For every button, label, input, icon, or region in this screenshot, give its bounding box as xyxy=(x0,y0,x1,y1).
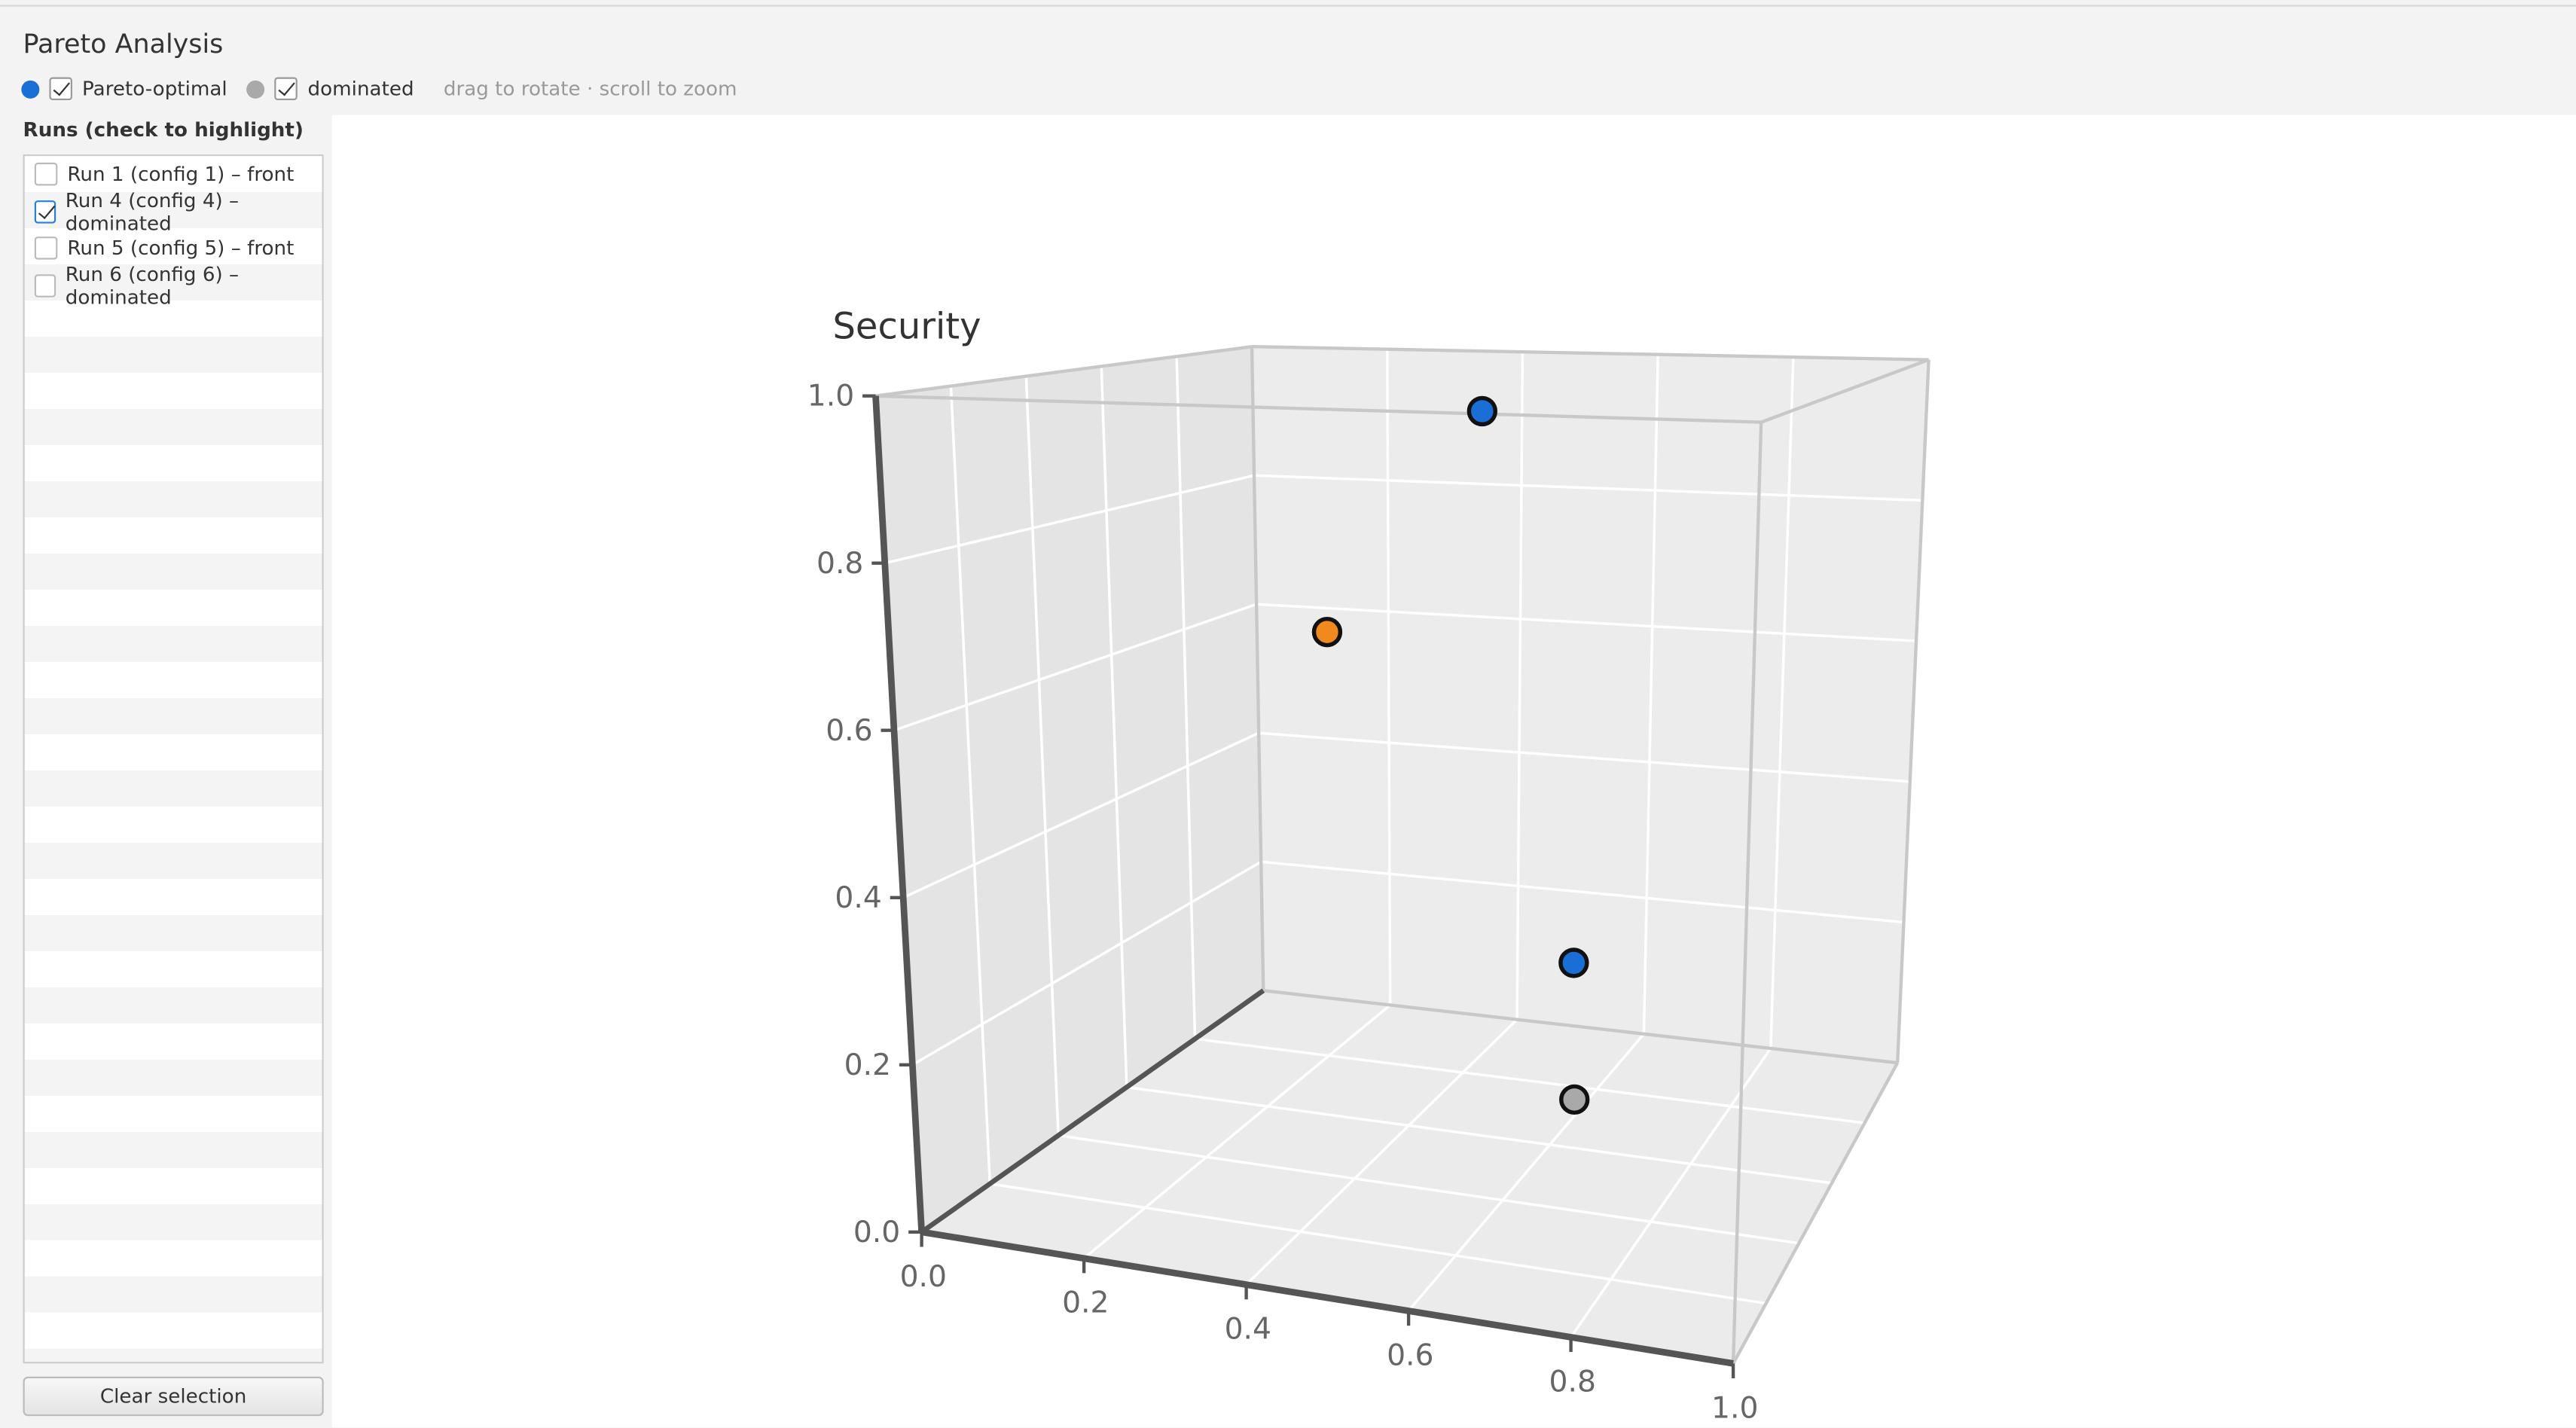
grid-line xyxy=(1570,1047,1772,1338)
grid-line xyxy=(1024,376,1060,1136)
run-label: Run 6 (config 6) – dominated xyxy=(65,262,240,309)
run-label: Run 1 (config 1) – front xyxy=(67,163,295,187)
z-tick-label: 0.2 xyxy=(844,1048,891,1082)
grid-line xyxy=(1642,354,1659,1034)
grid-line xyxy=(1385,349,1392,1005)
z-tick-label: 0.8 xyxy=(816,547,863,581)
depth-tick xyxy=(1045,1134,1060,1146)
hint: drag to rotate · scroll to zoom xyxy=(443,77,737,101)
z-tick-label: 0.0 xyxy=(853,1216,900,1250)
z-tick-label: 0.6 xyxy=(826,714,872,748)
legend-checkbox[interactable] xyxy=(274,77,298,101)
z-axis-title: Security xyxy=(832,305,981,347)
runs-title: Runs (check to highlight) xyxy=(23,118,304,142)
cube-edge xyxy=(1263,989,1898,1065)
run-item[interactable]: Run 4 (config 4) – dominated xyxy=(25,188,322,234)
x-tick-label: 0.2 xyxy=(1062,1286,1109,1320)
grid-line xyxy=(1100,366,1128,1088)
run-label: Run 5 (config 5) – front xyxy=(67,236,295,261)
grid-line xyxy=(949,386,992,1184)
legend-checkbox[interactable] xyxy=(49,77,72,101)
legend-label: Pareto-optimal xyxy=(82,77,227,101)
left-pane xyxy=(875,346,1264,1232)
grid-line xyxy=(1254,474,1923,502)
cube-edge xyxy=(1760,358,1930,424)
data-point xyxy=(1559,1084,1590,1115)
run-checkbox[interactable] xyxy=(34,236,58,261)
grid-line xyxy=(990,1182,1766,1305)
grid-line xyxy=(911,860,1262,1066)
clear-button[interactable]: Clear selection xyxy=(23,1376,324,1417)
z-tick-label: 0.4 xyxy=(835,881,881,915)
grid-line xyxy=(1261,860,1904,924)
legend-dot xyxy=(21,79,40,98)
grid-line xyxy=(884,474,1255,565)
cube-edge xyxy=(875,394,1762,424)
top-border xyxy=(0,5,2576,7)
run-item[interactable]: Run 1 (config 1) – front xyxy=(25,156,322,193)
run-checkbox[interactable] xyxy=(34,163,58,187)
run-item[interactable]: Run 5 (config 5) – front xyxy=(25,230,322,267)
page-title: Pareto Analysis xyxy=(23,28,224,60)
data-point xyxy=(1467,395,1497,427)
grid-line xyxy=(1082,1004,1391,1260)
run-item[interactable]: Run 6 (config 6) – dominated xyxy=(25,262,322,309)
grid-line xyxy=(1259,731,1910,783)
grid-line xyxy=(1175,356,1197,1039)
x-tick-label: 0.4 xyxy=(1225,1313,1271,1347)
depth-tick xyxy=(977,1182,991,1194)
x-tick-label: 0.0 xyxy=(900,1260,947,1294)
legend-dot xyxy=(246,79,265,98)
x-tick-label: 1.0 xyxy=(1711,1391,1758,1425)
grid-line xyxy=(1126,1085,1833,1185)
depth-tick xyxy=(1183,1037,1196,1049)
data-point xyxy=(1311,616,1343,648)
run-list: Run 1 (config 1) – front Run 4 (config 4)… xyxy=(23,154,324,1364)
x-tick-label: 0.8 xyxy=(1549,1365,1596,1399)
grid-line xyxy=(893,603,1257,732)
cube-edge xyxy=(1251,345,1929,362)
z-axis xyxy=(872,395,925,1233)
cube-edge xyxy=(875,345,1253,398)
legend-label: dominated xyxy=(307,77,414,101)
x-tick-label: 0.6 xyxy=(1387,1339,1433,1373)
grid-line xyxy=(1256,603,1917,642)
run-checkbox[interactable] xyxy=(34,273,56,298)
grid-line xyxy=(1245,1018,1518,1286)
legend: Pareto-optimal dominated drag to rotate · … xyxy=(21,74,737,103)
run-label: Run 4 (config 4) – dominated xyxy=(65,188,240,235)
back-pane xyxy=(1252,346,1929,1063)
cube-edge xyxy=(1732,1062,1900,1365)
cube-edge xyxy=(1896,359,1930,1063)
cube-edge xyxy=(1250,346,1265,991)
run-checkbox[interactable] xyxy=(34,200,56,224)
z-tick-label: 1.0 xyxy=(807,380,854,413)
grid-line xyxy=(1195,1037,1865,1124)
plot-3d[interactable]: 0.0 0.2 0.4 0.6 0.8 1.0 0.0 0.2 0.4 0.6 0.8 1.0 Secu… xyxy=(331,114,2576,1428)
grid-line xyxy=(1058,1134,1799,1245)
data-point xyxy=(1558,947,1589,978)
x-axis xyxy=(920,1228,1734,1367)
grid-line xyxy=(1407,1033,1645,1312)
grid-line xyxy=(1515,352,1525,1020)
grid-line xyxy=(1769,357,1795,1049)
grid-line xyxy=(902,731,1259,899)
depth-tick xyxy=(1114,1085,1128,1097)
cube-edge xyxy=(1731,422,1763,1364)
